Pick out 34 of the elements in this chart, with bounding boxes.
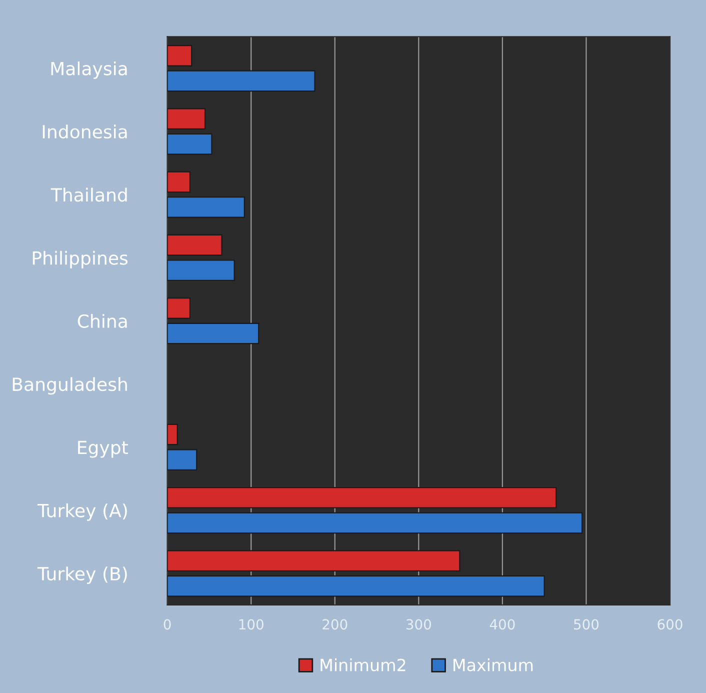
bar	[167, 486, 557, 508]
bar	[167, 196, 245, 218]
bar	[167, 45, 192, 66]
x-tick-label: 100	[239, 619, 264, 630]
y-tick-label: Thailand	[50, 188, 127, 202]
x-tick-label: 0	[164, 619, 171, 630]
bar	[167, 575, 545, 597]
x-tick-label: 200	[322, 619, 348, 630]
bar	[167, 234, 222, 256]
y-tick-label: Egypt	[78, 440, 128, 458]
y-tick-label: Turkey (B)	[37, 566, 127, 584]
x-tick-label: 400	[490, 619, 515, 630]
bar	[167, 133, 212, 155]
x-tick-label: 300	[406, 619, 431, 630]
y-tick-label: China	[78, 314, 127, 328]
bar	[167, 108, 206, 130]
legend-label: Minimum2	[320, 658, 406, 672]
bar	[167, 512, 583, 534]
legend-label: Maximum	[454, 658, 533, 672]
y-tick-label: Turkey (A)	[37, 503, 127, 521]
bar	[167, 298, 190, 319]
bar	[167, 449, 198, 470]
x-tick-label: 600	[658, 619, 682, 630]
y-tick-label: Banguladesh	[12, 377, 127, 395]
bar	[167, 260, 235, 282]
bar	[167, 70, 316, 92]
bar	[167, 171, 190, 193]
bar	[167, 550, 460, 572]
y-tick-label: Indonesia	[42, 124, 127, 139]
bar	[167, 322, 260, 344]
y-tick-label: Philippines	[32, 250, 128, 268]
x-tick-label: 500	[574, 619, 599, 630]
y-tick-label: Malaysia	[51, 61, 127, 79]
bar	[167, 424, 178, 446]
